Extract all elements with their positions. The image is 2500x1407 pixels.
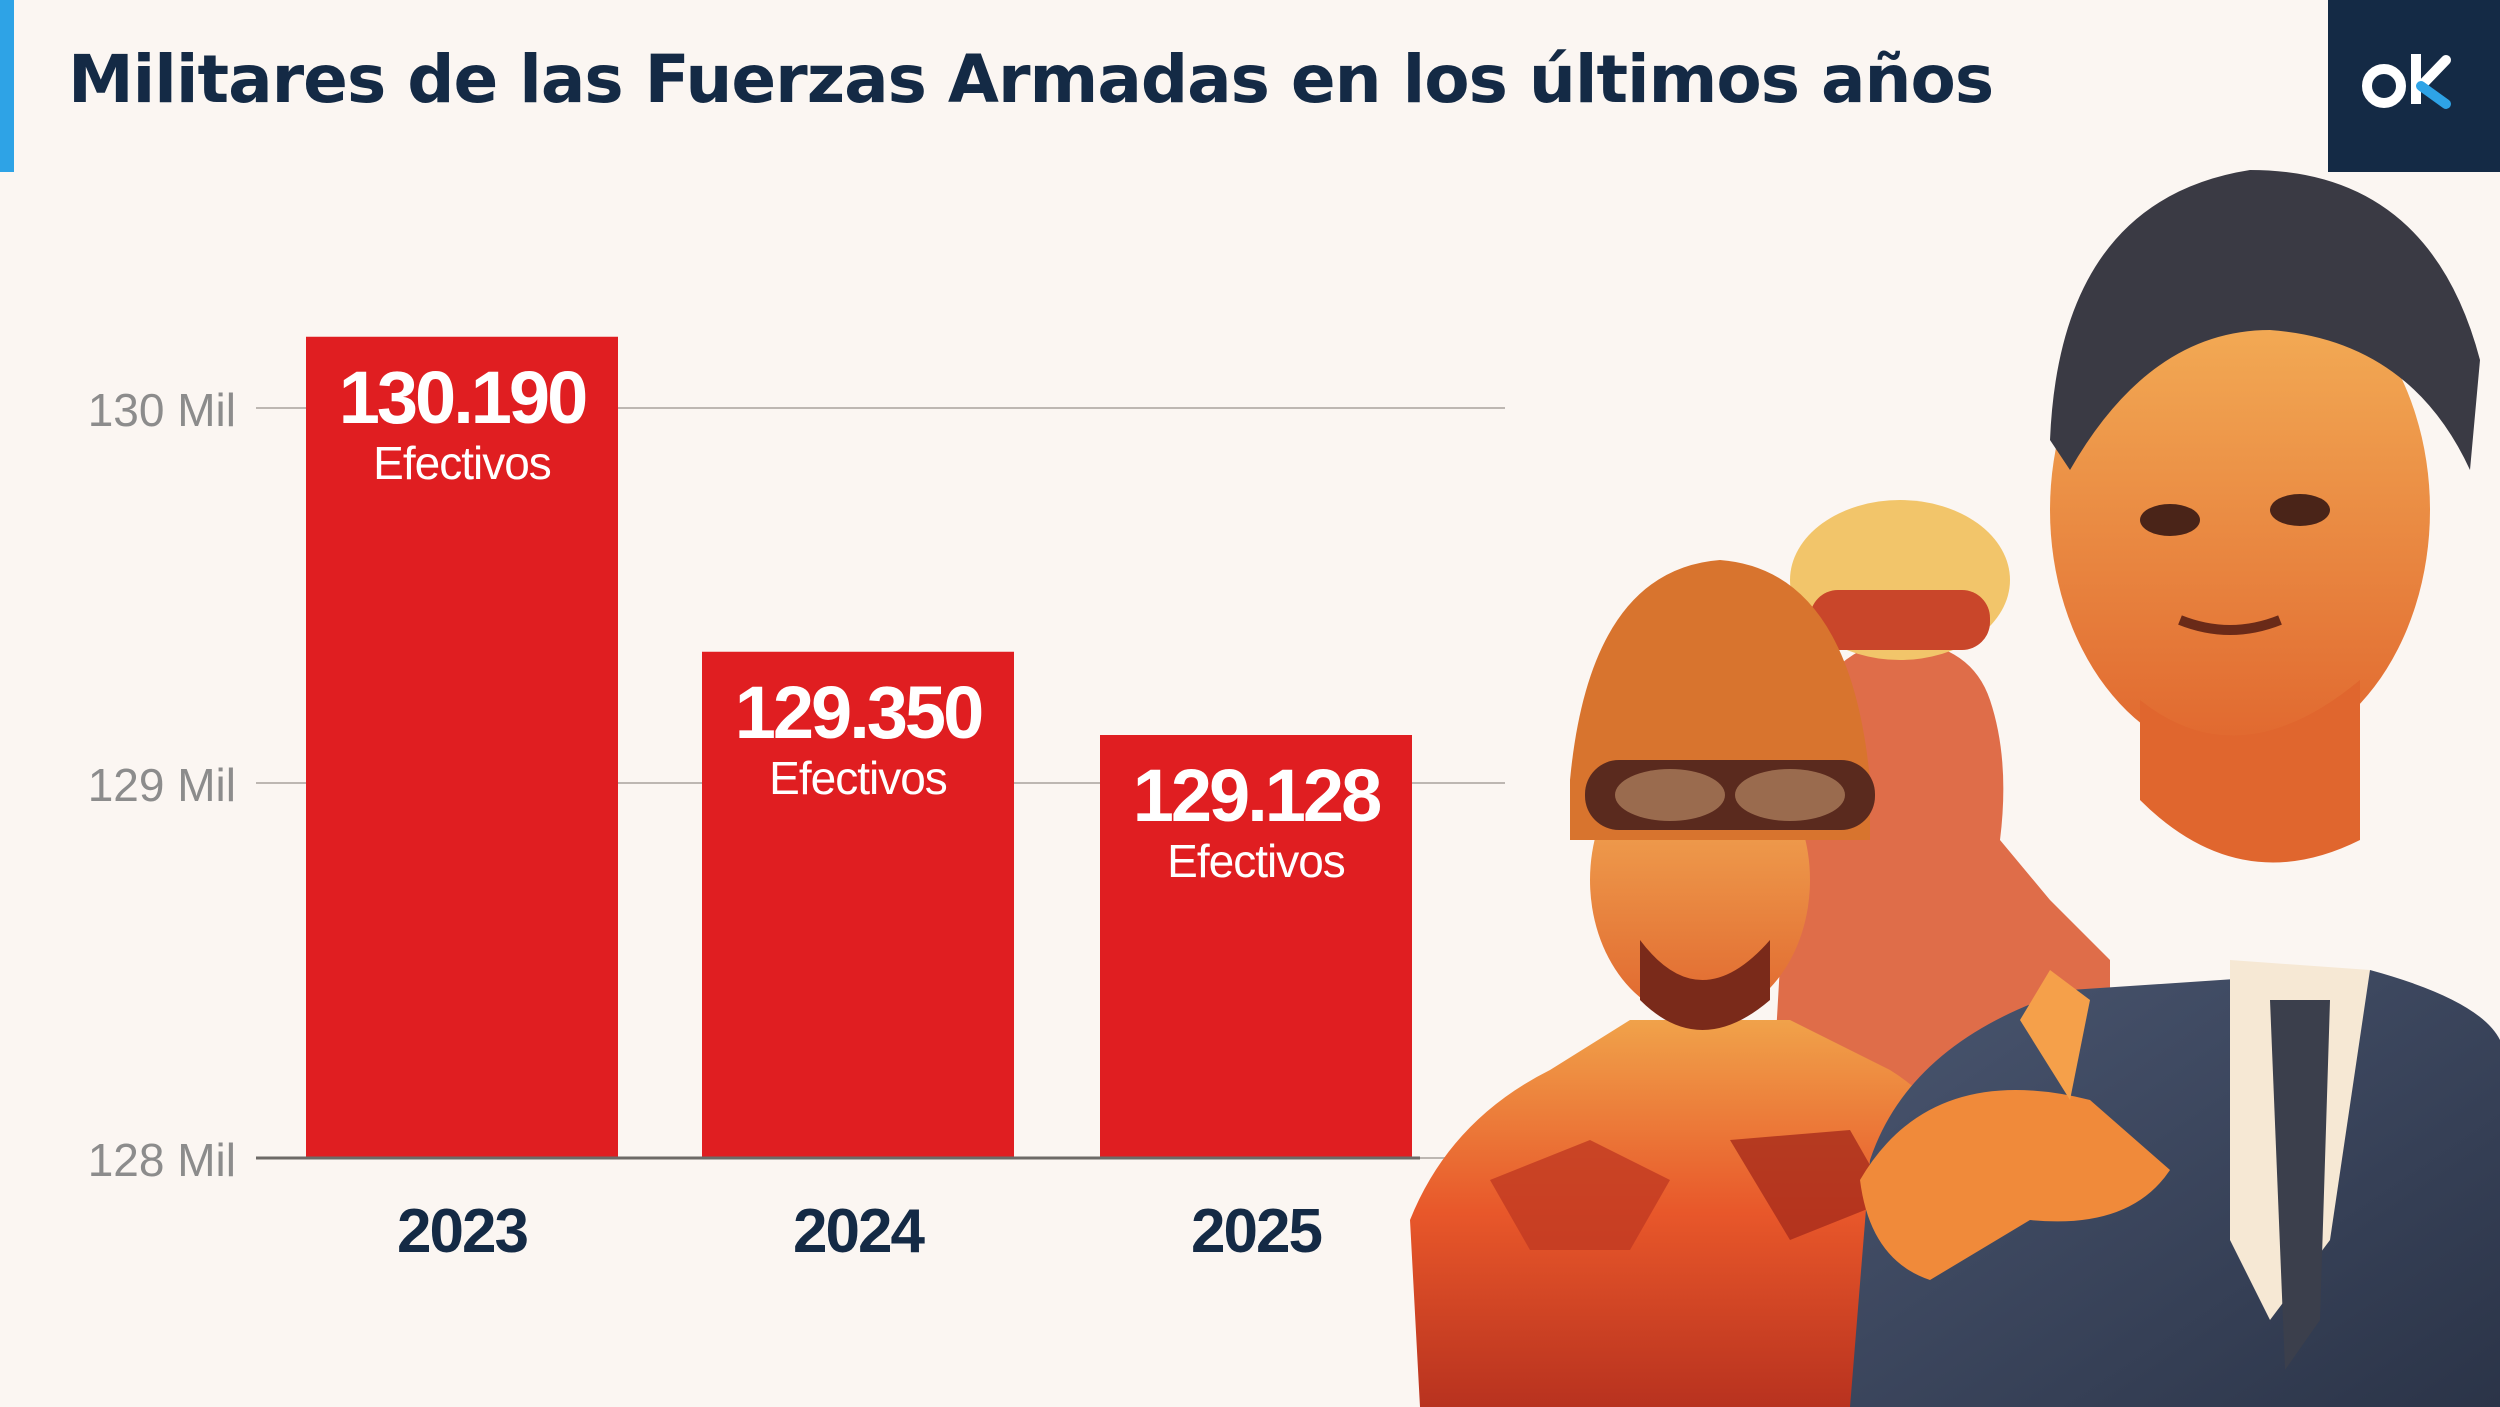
bar-unit-label: Efectivos xyxy=(769,752,947,804)
bar-unit-label: Efectivos xyxy=(1167,835,1345,887)
y-tick-label: 129 Mil xyxy=(88,759,236,811)
bar xyxy=(306,336,618,1158)
accent-stripe xyxy=(0,0,14,172)
x-tick-label: 2024 xyxy=(793,1197,925,1266)
x-tick-label: 2023 xyxy=(397,1197,527,1266)
soldiers-and-politician-photo xyxy=(1410,170,2500,1407)
y-tick-label: 130 Mil xyxy=(88,384,236,436)
bar-value-label: 130.190 xyxy=(339,356,586,439)
bar xyxy=(1100,735,1412,1158)
y-tick-label: 128 Mil xyxy=(88,1134,236,1186)
x-tick-label: 2025 xyxy=(1191,1197,1321,1266)
bar-unit-label: Efectivos xyxy=(373,437,551,489)
page-title: Militares de las Fuerzas Armadas en los … xyxy=(68,41,1994,118)
bar-value-label: 129.350 xyxy=(735,671,982,754)
bar xyxy=(702,651,1014,1158)
ok-logo-icon xyxy=(2362,54,2451,109)
bar-value-label: 129.128 xyxy=(1133,754,1380,837)
brand-logo xyxy=(2328,0,2500,172)
